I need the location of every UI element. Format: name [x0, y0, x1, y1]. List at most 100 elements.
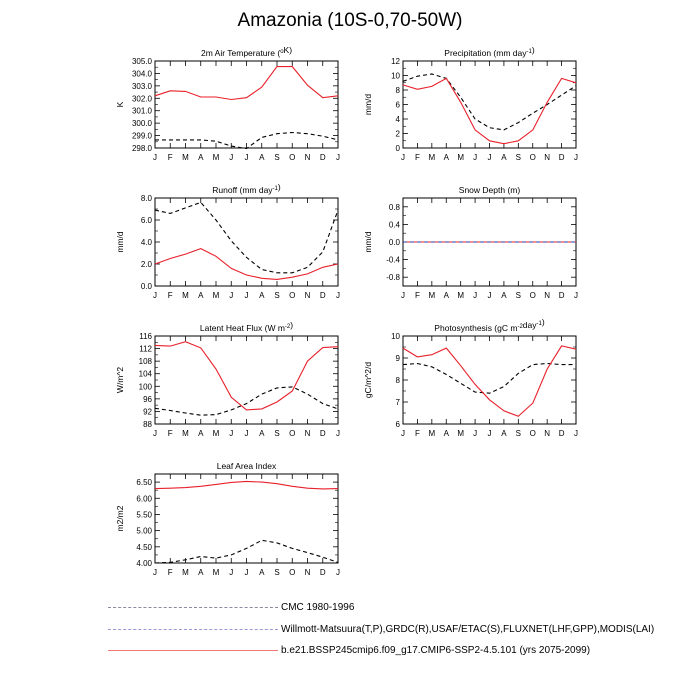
x-tick-label: O: [289, 291, 295, 300]
x-tick-label: M: [457, 153, 464, 162]
y-tick-label: 8: [396, 86, 401, 95]
x-tick-label: A: [198, 153, 204, 162]
y-tick-label: 112: [139, 345, 152, 354]
x-tick-label: M: [428, 153, 435, 162]
series-model-line: [154, 248, 339, 280]
y-tick-label: 108: [139, 357, 153, 366]
x-tick-label: M: [182, 429, 189, 438]
x-tick-label: O: [289, 429, 295, 438]
y-tick-label: 2: [396, 130, 401, 139]
x-tick-label: O: [530, 429, 536, 438]
x-tick-label: J: [245, 568, 249, 577]
x-tick-label: J: [336, 568, 340, 577]
y-tick-label: 8: [396, 376, 401, 385]
y-tick-label: 302.0: [132, 94, 153, 103]
series-model-line: [402, 345, 577, 417]
x-tick-label: M: [182, 568, 189, 577]
x-tick-label: D: [320, 153, 326, 162]
x-tick-label: A: [501, 153, 507, 162]
y-tick-label: 7: [396, 398, 401, 407]
y-tick-label: 4: [396, 115, 401, 124]
panel-title: Leaf Area Index: [217, 461, 277, 471]
series-obs-line: [154, 386, 339, 416]
x-tick-label: D: [320, 291, 326, 300]
page-title: Amazonia (10S-0,70-50W): [237, 10, 463, 31]
y-tick-label: 104: [139, 370, 153, 379]
series-model-line: [154, 480, 339, 490]
panel-title: Photosynthesis (gC m-2day-1): [434, 317, 545, 333]
x-tick-label: S: [274, 153, 279, 162]
panel-6: Leaf Area Index 4.00 4.50 5.00 5.50 6.00 6.50 J…: [115, 461, 340, 577]
x-tick-label: J: [153, 291, 157, 300]
x-tick-label: D: [559, 429, 565, 438]
panel-frame: [154, 335, 339, 425]
y-tick-label: 116: [139, 332, 152, 341]
x-tick-label: J: [336, 429, 340, 438]
y-axis-label: m2/m2: [115, 505, 125, 531]
legend-label-obs-cmc: CMC 1980-1996: [281, 602, 355, 613]
x-tick-label: J: [229, 291, 233, 300]
x-tick-label: M: [182, 291, 189, 300]
panel-frame: [402, 60, 577, 149]
panel-title: Runoff (mm day-1): [212, 182, 281, 195]
panel-2: Runoff (mm day-1)0.02.04.06.08.0J F M A M J J A…: [115, 182, 340, 300]
series-model-line: [154, 66, 339, 101]
y-axis-label: mm/d: [363, 94, 373, 116]
y-tick-label: 2.0: [141, 260, 153, 269]
x-tick-label: J: [488, 153, 492, 162]
y-tick-label: 5.50: [136, 510, 152, 519]
x-tick-label: J: [488, 291, 492, 300]
series-obs-line: [154, 201, 339, 274]
y-tick-label: 6.50: [136, 478, 152, 487]
x-tick-label: M: [457, 291, 464, 300]
x-tick-label: J: [245, 429, 249, 438]
x-tick-label: J: [401, 291, 405, 300]
y-tick-label: 6.0: [141, 216, 153, 225]
panel-title: Snow Depth (m): [459, 185, 521, 195]
x-tick-label: J: [229, 153, 233, 162]
x-tick-label: M: [428, 291, 435, 300]
x-tick-label: O: [289, 568, 295, 577]
y-tick-label: 88: [143, 420, 152, 429]
y-tick-label: 304.0: [132, 69, 153, 78]
legend-line-obs-cmc: [108, 607, 278, 608]
x-tick-label: A: [259, 291, 265, 300]
y-tick-label: 303.0: [132, 82, 153, 91]
x-tick-label: A: [444, 429, 450, 438]
x-tick-label: D: [559, 153, 565, 162]
x-tick-label: J: [574, 429, 578, 438]
x-tick-label: S: [274, 291, 279, 300]
y-tick-label: 298.0: [132, 144, 153, 153]
x-tick-label: N: [544, 291, 550, 300]
series-obs-line: [402, 362, 576, 394]
x-tick-label: F: [168, 568, 173, 577]
x-tick-label: J: [245, 153, 249, 162]
x-tick-label: M: [457, 429, 464, 438]
x-tick-label: J: [488, 429, 492, 438]
x-tick-label: F: [415, 429, 420, 438]
y-tick-label: 300.0: [132, 119, 153, 128]
y-axis-label: W/m^2: [115, 367, 125, 393]
panel-title: Latent Heat Flux (W m-2): [200, 320, 293, 333]
x-tick-label: M: [182, 153, 189, 162]
series-obs-line: [154, 539, 339, 564]
y-tick-label: 92: [143, 407, 152, 416]
panel-4: Latent Heat Flux (W m-2) 88 92 96 100 104 108 1…: [115, 320, 340, 438]
y-tick-label: 12: [391, 57, 400, 66]
panel-3: Snow Depth (m)-0.8-0.40.00.40.8J F M A M J J A S…: [363, 185, 578, 300]
y-tick-label: 0.0: [141, 282, 153, 291]
series-obs-line: [155, 131, 339, 150]
x-tick-label: D: [559, 291, 565, 300]
x-tick-label: F: [168, 291, 173, 300]
x-tick-label: O: [530, 291, 536, 300]
y-tick-label: 5.00: [136, 527, 152, 536]
y-tick-label: 10: [391, 332, 400, 341]
x-tick-label: O: [530, 153, 536, 162]
y-axis-label: K: [115, 101, 125, 107]
y-tick-label: 6: [396, 420, 401, 429]
x-tick-label: F: [168, 429, 173, 438]
y-tick-label: 6.00: [136, 494, 152, 503]
